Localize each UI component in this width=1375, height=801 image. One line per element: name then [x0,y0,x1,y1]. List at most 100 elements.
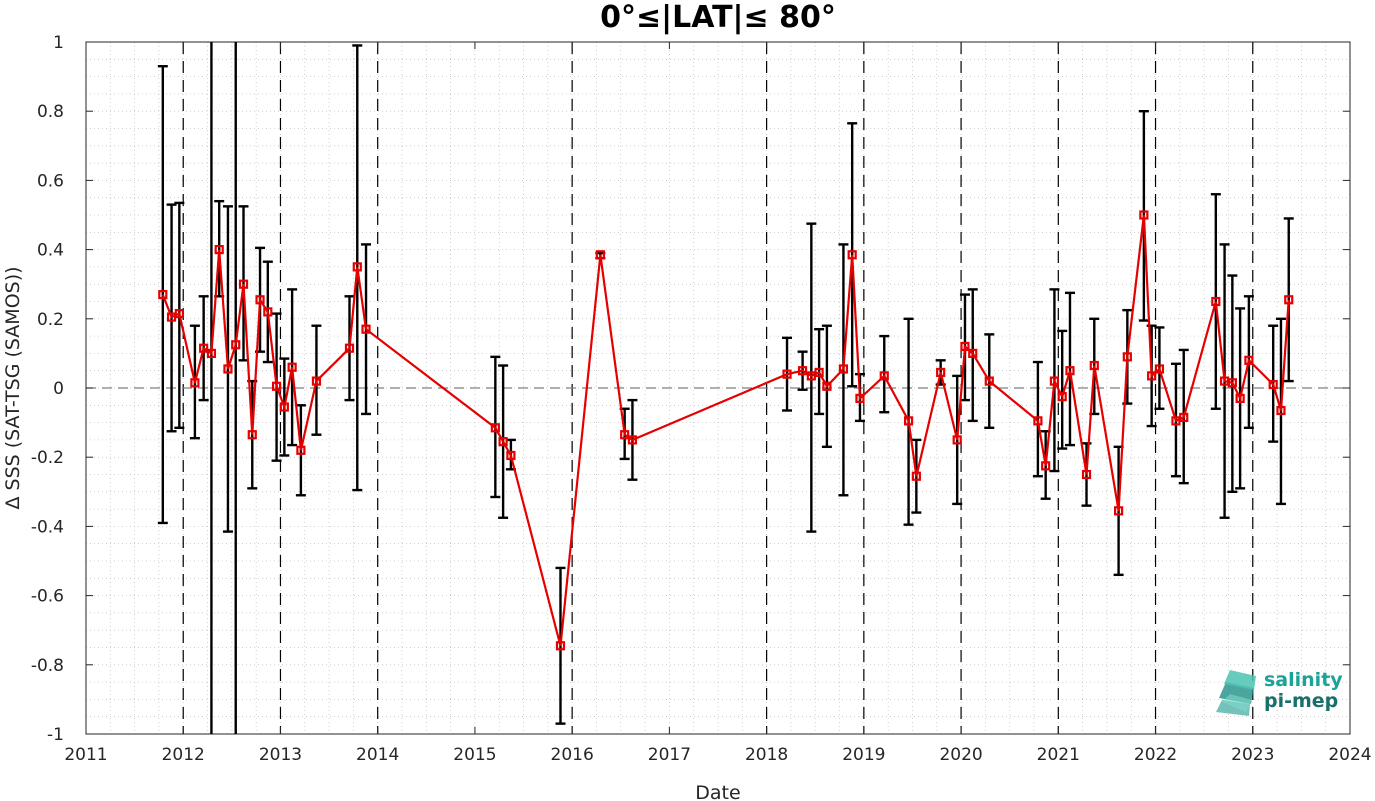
error-bar [1032,360,1043,478]
y-tick-label: 0.8 [37,102,64,122]
data-point-marker [822,381,832,391]
data-point-marker [1147,371,1157,381]
data-point-marker [1041,461,1051,471]
data-point-marker [1284,295,1294,305]
data-point-marker [968,348,978,358]
data-point-marker [984,376,994,386]
data-point-marker [814,367,824,378]
data-point-marker [214,245,224,255]
data-point-marker [936,367,946,378]
x-tick-label: 2020 [939,745,982,765]
data-point-marker [797,366,808,376]
error-bar [1064,291,1075,447]
x-tick-label: 2021 [1037,745,1080,765]
x-tick-label: 2023 [1231,745,1274,765]
data-point-marker [1211,296,1221,307]
x-tick-label: 2017 [648,745,691,765]
y-tick-label: 1 [53,33,64,53]
data-point-marker [1154,364,1165,374]
y-axis-label: Δ SSS (SAT-TSG (SAMOS)) [2,266,24,509]
data-point-marker [287,362,297,372]
data-point-marker [1227,378,1237,388]
data-point-marker [879,371,889,381]
error-bar [806,222,817,533]
data-point-marker [1113,506,1124,516]
data-point-marker [1057,392,1067,402]
error-bar [1275,317,1286,506]
data-point-marker [1235,393,1245,403]
logo-emblem-icon [1216,670,1256,716]
data-point-marker [838,364,849,374]
x-tick-label: 2022 [1134,745,1177,765]
data-point-marker [255,295,265,305]
data-point-marker [627,435,638,445]
data-point-marker [263,307,273,317]
data-point-marker [847,250,857,260]
data-point-marker [506,450,516,461]
x-tick-label: 2016 [551,745,594,765]
y-tick-label: -0.4 [31,517,64,537]
x-tick-label: 2012 [162,745,205,765]
data-point-marker [174,309,184,319]
chart-title: 0°≤|LAT|≤ 80° [600,0,836,35]
data-markers [158,210,1294,651]
data-point-marker [555,641,566,651]
data-point-marker [279,402,289,412]
y-tick-label: -0.8 [31,656,64,676]
data-point-marker [911,471,921,481]
axis-ticks: 2011 2012 2013 2014 2015 2016 2017 2018 2019 2020… [31,33,1372,765]
data-point-marker [1268,379,1278,390]
data-point-marker [1033,416,1043,426]
data-point-marker [311,376,322,386]
data-point-marker [1089,360,1099,371]
x-tick-label: 2015 [453,745,496,765]
x-tick-label: 2018 [745,745,788,765]
data-point-marker [158,289,168,300]
data-point-marker [490,423,500,433]
data-point-marker [344,343,355,353]
data-point-marker [498,437,508,447]
x-tick-label: 2024 [1328,745,1371,765]
x-axis-label: Date [695,782,740,801]
data-point-marker [199,343,209,353]
data-point-marker [960,341,970,352]
data-point-marker [223,364,233,374]
logo-text-salinity: salinity [1264,669,1343,691]
data-point-marker [1081,469,1092,480]
data-point-marker [247,430,257,440]
x-tick-label: 2011 [64,745,107,765]
y-tick-label: 0.2 [37,310,64,330]
data-point-marker [231,340,241,350]
x-tick-label: 2014 [356,745,399,765]
error-bar [879,334,890,414]
data-point-marker [190,378,200,388]
y-tick-label: 0.6 [37,171,64,191]
data-point-marker [238,279,249,289]
error-bar [238,205,249,362]
data-point-marker [1244,355,1254,365]
data-point-marker [206,348,217,358]
y-tick-label: 0 [53,379,64,399]
y-tick-label: -1 [47,725,64,745]
data-point-marker [352,262,362,272]
salinity-pi-mep-logo: salinity pi-mep [1216,669,1343,716]
error-bar [157,65,168,525]
data-point-marker [1122,352,1132,362]
error-bar [1057,329,1068,450]
data-point-marker [271,381,282,391]
data-point-marker [1139,210,1149,220]
y-tick-label: -0.2 [31,448,64,468]
x-tick-label: 2019 [842,745,885,765]
data-point-marker [620,430,630,440]
series-line [161,214,1290,647]
y-tick-label: -0.6 [31,587,64,607]
data-point-marker [1179,412,1189,423]
minor-grid [86,42,1350,734]
data-point-marker [855,393,865,403]
data-point-marker [903,416,914,426]
y-tick-label: 0.4 [37,241,64,261]
data-point-marker [1276,405,1286,416]
logo-text-pi-mep: pi-mep [1264,690,1338,712]
error-bar [1283,217,1294,383]
data-point-marker [782,369,792,379]
